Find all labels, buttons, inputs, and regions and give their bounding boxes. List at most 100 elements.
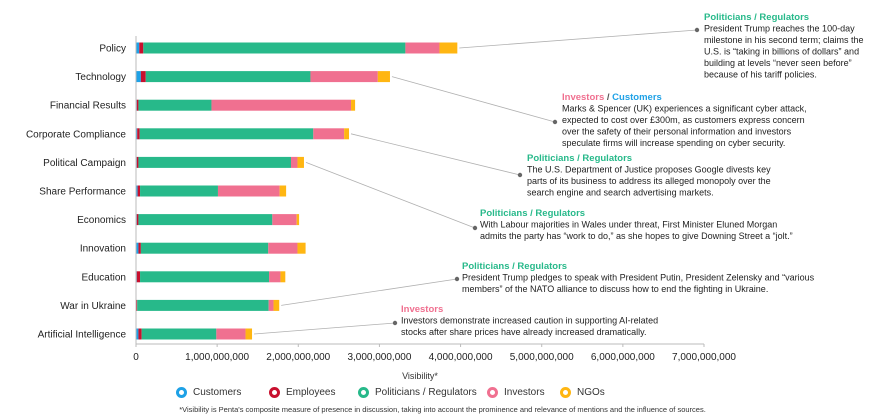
bar-policy-politicians-regulators [143, 42, 406, 54]
legend-item-politicians[interactable]: Politicians / Regulators [358, 387, 477, 398]
category-label-economics: Economics [77, 215, 126, 226]
annotation-title: Investors / Customers [562, 92, 662, 103]
annotation-text-line: expected to cost over £300m, as customer… [562, 115, 805, 125]
bar-corporate-compliance-customers [136, 128, 138, 140]
legend-label-ngos: NGOs [577, 387, 605, 398]
annotation-title: Politicians / Regulators [704, 12, 809, 23]
bar-share-performance-customers [136, 185, 138, 197]
annotation-text-line: parts of its business to address its all… [527, 176, 771, 186]
bar-corporate-compliance-investors [313, 128, 345, 140]
annotation-title: Politicians / Regulators [480, 208, 585, 219]
bar-financial-results-politicians-regulators [138, 99, 212, 111]
annotation-leader-line [350, 133, 521, 176]
annotation-leader-line [254, 322, 396, 335]
category-label-artificial-intelligence: Artificial Intelligence [38, 330, 127, 341]
category-label-innovation: Innovation [80, 244, 126, 255]
annotation-leader-line [305, 162, 476, 229]
bar-corporate-compliance-employees [137, 128, 140, 140]
x-tick-label: 5,000,000,000 [510, 352, 574, 363]
bar-education-ngos [280, 271, 286, 283]
legend-swatch-investors [487, 387, 498, 398]
annotation-dot [454, 276, 460, 282]
legend-swatch-customers [176, 387, 187, 398]
bar-technology-ngos [377, 71, 390, 83]
annotation-text-line: speculate firms will increase spending o… [562, 138, 785, 148]
annotation-title-part: Investors [562, 92, 604, 103]
bar-artificial-intelligence-ngos [245, 328, 253, 340]
bar-political-campaign-investors [290, 156, 298, 168]
annotation-leader-line [391, 76, 556, 123]
legend-label-employees: Employees [286, 387, 336, 398]
chart-legend: Customers Employees Politicians / Regula… [0, 387, 885, 403]
annotation-text-line: because of his tariff policies. [704, 70, 817, 80]
category-label-financial-results: Financial Results [50, 101, 126, 112]
bar-financial-results-employees [136, 99, 139, 111]
legend-swatch-ngos [560, 387, 571, 398]
category-label-technology: Technology [75, 72, 126, 83]
bar-education-politicians-regulators [140, 271, 270, 283]
bar-political-campaign-politicians-regulators [138, 156, 291, 168]
bar-political-campaign-ngos [297, 156, 304, 168]
x-tick-label: 7,000,000,000 [672, 352, 736, 363]
legend-swatch-employees [269, 387, 280, 398]
bar-technology-investors [310, 71, 378, 83]
category-label-war-in-ukraine: War in Ukraine [60, 301, 126, 312]
x-tick-label: 1,000,000,000 [185, 352, 249, 363]
annotation-title-part: Customers [612, 92, 662, 103]
legend-label-customers: Customers [193, 387, 242, 398]
bar-political-campaign-employees [136, 156, 139, 168]
category-label-education: Education [82, 272, 126, 283]
bar-economics-ngos [296, 214, 300, 226]
annotation-title-part: / [604, 92, 612, 103]
x-axis-title: Visibility* [402, 371, 438, 381]
bar-economics-investors [272, 214, 297, 226]
annotation-text-line: Investors demonstrate increased caution … [401, 316, 658, 326]
bar-innovation-ngos [297, 242, 306, 254]
bar-policy-customers [136, 42, 140, 54]
annotation-leader-line [459, 29, 698, 49]
bar-policy-ngos [439, 42, 458, 54]
bar-economics-politicians-regulators [138, 214, 273, 226]
x-tick-label: 3,000,000,000 [347, 352, 411, 363]
bar-artificial-intelligence-employees [138, 328, 142, 340]
bar-share-performance-politicians-regulators [140, 185, 218, 197]
bar-share-performance-investors [217, 185, 280, 197]
annotation-text-line: The U.S. Department of Justice proposes … [527, 165, 771, 175]
bar-economics-employees [136, 214, 139, 226]
legend-label-investors: Investors [504, 387, 545, 398]
bar-technology-customers [136, 71, 141, 83]
bar-artificial-intelligence-customers [136, 328, 139, 340]
annotation-text-line: stocks after share prices have already i… [401, 327, 646, 337]
footnote: *Visibility is Penta's composite measure… [179, 405, 706, 414]
bar-technology-politicians-regulators [145, 71, 311, 83]
bar-innovation-investors [268, 242, 298, 254]
bar-education-employees [136, 271, 141, 283]
x-tick-label: 6,000,000,000 [591, 352, 655, 363]
category-label-policy: Policy [99, 44, 126, 55]
annotation-text-line: President Trump pledges to speak with Pr… [462, 273, 815, 283]
annotation-dot [517, 172, 523, 178]
annotation-dot [552, 119, 558, 125]
annotation-text-line: milestone in his second term; claims the [704, 35, 864, 45]
x-tick-label: 0 [133, 352, 139, 363]
annotation-leader-line [281, 278, 458, 306]
annotation-dot [694, 27, 700, 33]
legend-item-investors[interactable]: Investors [487, 387, 545, 398]
annotation-text-line: admits the party has “work to do,” as sh… [480, 231, 793, 241]
annotation-text-line: over the safety of their personal inform… [562, 127, 792, 137]
legend-item-ngos[interactable]: NGOs [560, 387, 605, 398]
bar-share-performance-ngos [279, 185, 287, 197]
bar-corporate-compliance-politicians-regulators [139, 128, 314, 140]
bar-technology-employees [140, 71, 146, 83]
annotation-text-line: Marks & Spencer (UK) experiences a signi… [562, 104, 807, 114]
legend-item-employees[interactable]: Employees [269, 387, 335, 398]
legend-label-politicians: Politicians / Regulators [375, 387, 477, 398]
bar-artificial-intelligence-politicians-regulators [141, 328, 217, 340]
x-tick-label: 4,000,000,000 [429, 352, 493, 363]
annotation-text-line: search engine and search advertising mar… [527, 188, 714, 198]
legend-item-customers[interactable]: Customers [176, 387, 241, 398]
bar-share-performance-employees [137, 185, 141, 197]
category-label-corporate-compliance: Corporate Compliance [26, 129, 126, 140]
bar-war-in-ukraine-employees [136, 299, 138, 311]
